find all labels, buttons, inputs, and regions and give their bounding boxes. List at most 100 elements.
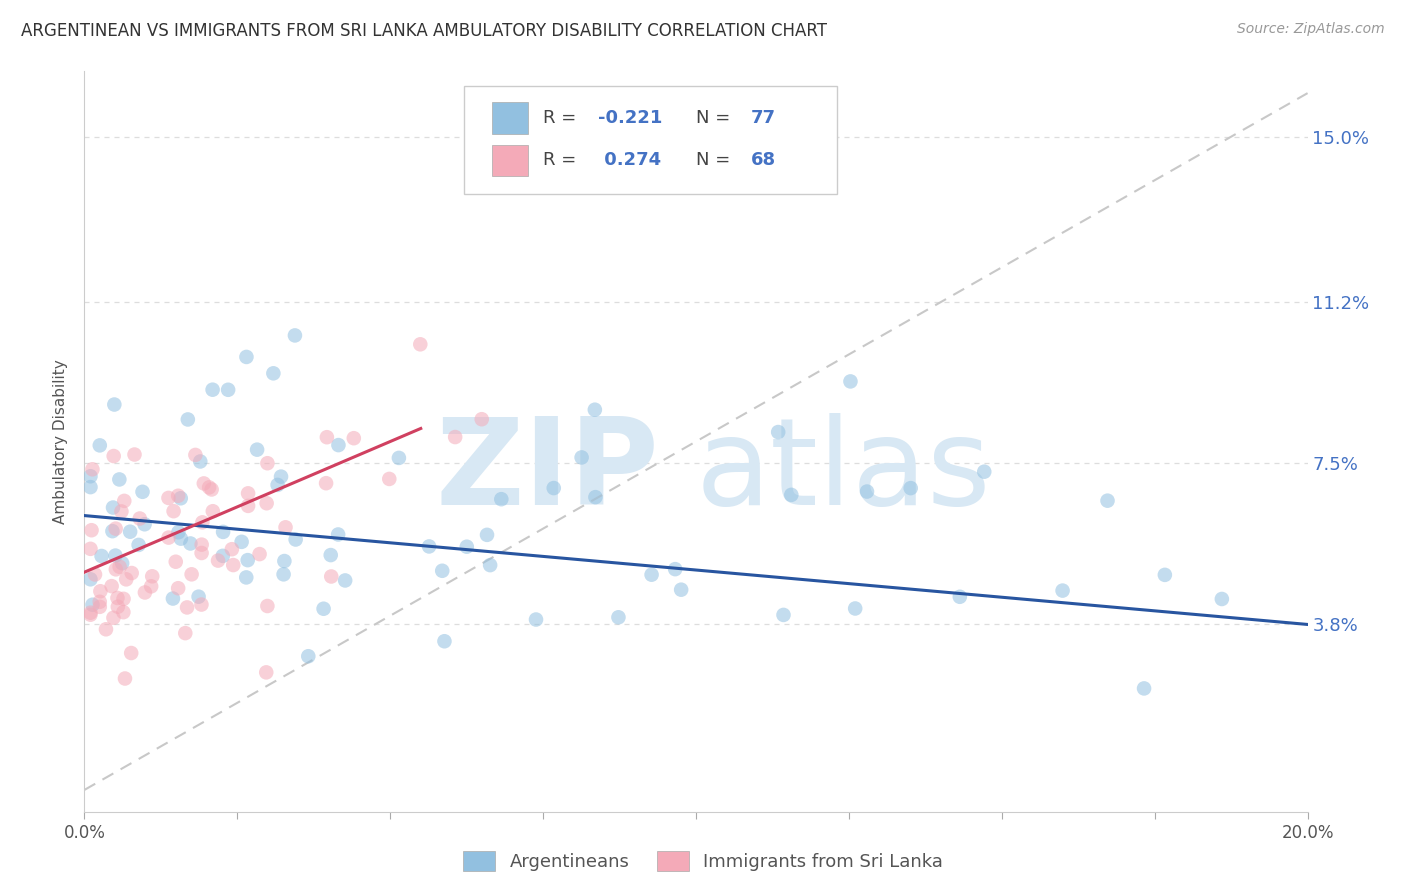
Point — [319, 548, 342, 562]
Point — [475, 528, 498, 542]
Point — [162, 591, 184, 606]
Point — [236, 499, 259, 513]
Point — [491, 492, 513, 507]
Point — [180, 567, 202, 582]
Point — [433, 634, 456, 648]
Point — [583, 402, 606, 417]
Point — [246, 442, 269, 457]
Point — [121, 566, 143, 580]
Point — [222, 558, 245, 572]
Point — [103, 398, 125, 412]
Text: 0.274: 0.274 — [598, 152, 661, 169]
Point — [141, 569, 163, 583]
Point — [94, 622, 117, 636]
Point — [1052, 583, 1074, 598]
Text: N =: N = — [696, 109, 735, 127]
Point — [315, 430, 337, 444]
Text: 77: 77 — [751, 109, 776, 127]
Point — [772, 607, 794, 622]
Point — [79, 607, 101, 622]
Point — [664, 562, 686, 576]
Text: N =: N = — [696, 152, 735, 169]
Point — [120, 524, 142, 539]
Point — [212, 524, 235, 539]
Point — [190, 546, 212, 560]
Point — [167, 489, 190, 503]
Point — [100, 579, 122, 593]
Point — [112, 494, 135, 508]
Point — [179, 536, 201, 550]
Point — [184, 448, 207, 462]
Point — [112, 591, 135, 606]
Point — [1211, 592, 1233, 607]
Point — [766, 425, 789, 439]
Point — [607, 610, 630, 624]
Point — [110, 504, 132, 518]
Point — [167, 525, 190, 540]
Point — [188, 454, 211, 468]
Point — [444, 430, 467, 444]
Point — [640, 567, 662, 582]
Point — [297, 649, 319, 664]
Point — [236, 486, 259, 500]
Text: ZIP: ZIP — [436, 413, 659, 530]
Point — [254, 665, 277, 680]
Point — [79, 480, 101, 494]
Point — [82, 462, 104, 476]
Point — [333, 574, 356, 588]
Point — [262, 367, 284, 381]
Point — [115, 572, 138, 586]
Point — [479, 558, 502, 573]
Point — [1153, 567, 1175, 582]
Legend: Argentineans, Immigrants from Sri Lanka: Argentineans, Immigrants from Sri Lanka — [456, 844, 950, 879]
Point — [249, 547, 271, 561]
Point — [409, 337, 432, 351]
Point — [312, 601, 335, 615]
Point — [128, 511, 150, 525]
Point — [190, 538, 212, 552]
Point — [856, 484, 879, 499]
Point — [201, 483, 224, 497]
Point — [89, 599, 111, 614]
Point — [235, 350, 257, 364]
Text: R =: R = — [543, 109, 582, 127]
Point — [187, 590, 209, 604]
Point — [583, 490, 606, 504]
Point — [89, 584, 111, 599]
Point — [193, 476, 215, 491]
Point — [343, 431, 366, 445]
Point — [141, 579, 163, 593]
Point — [89, 595, 111, 609]
Point — [221, 542, 243, 557]
Point — [231, 534, 253, 549]
Point — [103, 611, 125, 625]
Point — [284, 533, 307, 547]
Point — [256, 599, 278, 613]
Point — [973, 465, 995, 479]
Point — [236, 553, 259, 567]
Point — [949, 590, 972, 604]
Point — [211, 549, 233, 563]
Point — [104, 562, 127, 576]
Point — [174, 626, 197, 640]
Point — [191, 516, 214, 530]
Point — [201, 383, 224, 397]
Point — [101, 500, 124, 515]
Point — [89, 438, 111, 452]
Y-axis label: Ambulatory Disability: Ambulatory Disability — [53, 359, 69, 524]
Point — [134, 585, 156, 599]
Point — [165, 555, 187, 569]
Point — [471, 412, 494, 426]
FancyBboxPatch shape — [492, 145, 529, 176]
FancyBboxPatch shape — [492, 103, 529, 134]
Point — [80, 523, 103, 537]
Point — [839, 375, 862, 389]
Point — [134, 517, 156, 532]
Point — [162, 504, 184, 518]
Point — [82, 598, 104, 612]
Point — [1133, 681, 1156, 696]
Point — [190, 598, 212, 612]
Point — [114, 672, 136, 686]
Point — [111, 556, 134, 570]
Point — [1097, 493, 1119, 508]
